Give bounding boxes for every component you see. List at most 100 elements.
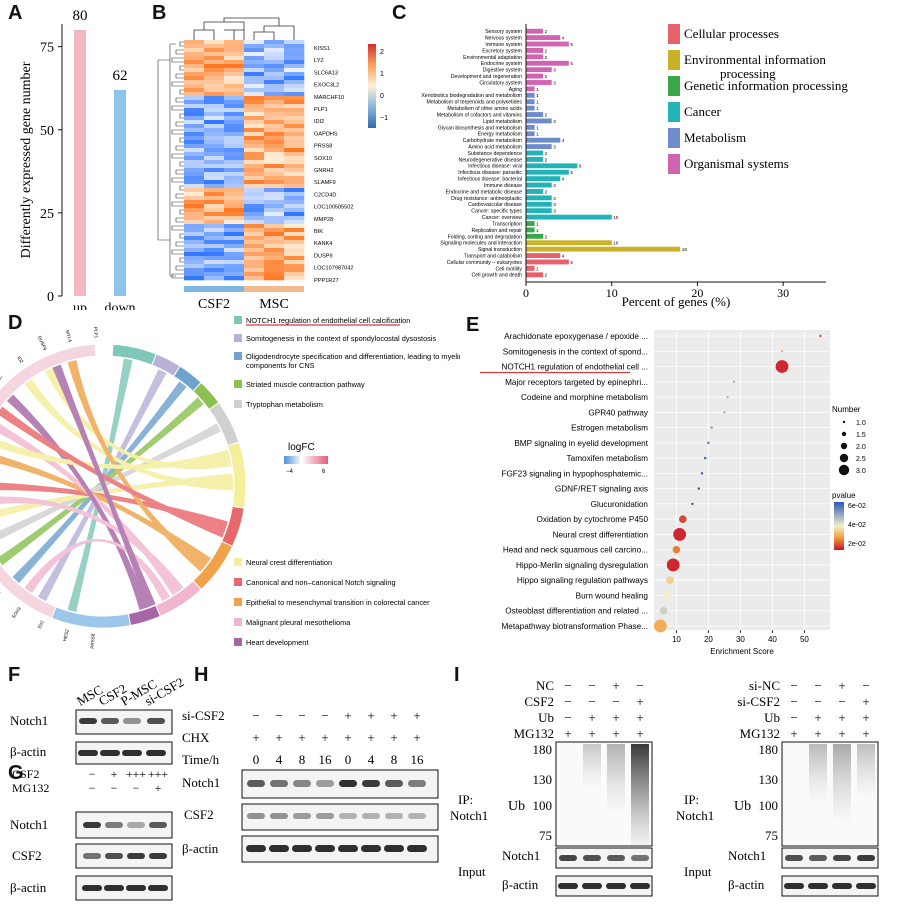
panel-h-condition-value: + [321, 730, 328, 745]
panel-d-legend-label: Oligodendrocyte specification and differ… [246, 352, 460, 370]
panel-b-heatmap-cell [264, 44, 285, 49]
panel-c-xtick-label: 0 [523, 286, 529, 300]
panel-d-legend-swatch [234, 618, 242, 626]
panel-b-heatmap-cell [224, 132, 245, 137]
panel-b-heatmap-cell [204, 108, 225, 113]
panel-d-gene-label: HES2 [62, 628, 70, 641]
panel-h-csf2-band [316, 813, 334, 819]
panel-i-right-condition-value: + [862, 726, 869, 741]
panel-b-heatmap-cell [244, 268, 265, 273]
panel-b-heatmap-cell [264, 200, 285, 205]
panel-c-bar-value: 1 [536, 228, 539, 233]
panel-b-heatmap-cell [264, 268, 285, 273]
panel-b-heatmap-cell [184, 64, 205, 69]
panel-i-right-ub-smear [809, 744, 827, 802]
panel-b-heatmap-cell [224, 96, 245, 101]
panel-b-heatmap-cell [204, 104, 225, 109]
panel-b-group-msc: MSC [259, 297, 289, 312]
panel-e-number-legend-dot [838, 464, 850, 476]
panel-b-heatmap-cell [244, 144, 265, 149]
panel-b-heatmap-cell [204, 160, 225, 165]
panel-b-heatmap-cell [204, 76, 225, 81]
panel-d-legend-label: Somitogenesis in the context of spondylo… [246, 334, 437, 343]
panel-b-heatmap-cell [264, 116, 285, 121]
panel-d-chord-ribbon [67, 360, 207, 572]
panel-d-chord-ribbon [0, 473, 233, 517]
panel-b-heatmap-cell [204, 64, 225, 69]
panel-c-category-label: Infectious disease: parasitic [458, 170, 522, 176]
panel-b-heatmap-cell [204, 140, 225, 145]
panel-h-actin-band [292, 845, 312, 852]
panel-b-heatmap-cell [244, 204, 265, 209]
panel-i-left-input-actin-band [606, 883, 626, 889]
panel-g-condition-value: + [155, 781, 162, 795]
panel-b-heatmap-cell [244, 272, 265, 277]
panel-b-heatmap-cell [224, 148, 245, 153]
panel-d-chord-ribbon [12, 381, 187, 584]
panel-e-pathway-label: NOTCH1 regulation of endothelial cell ..… [501, 363, 648, 372]
panel-c-bar [526, 124, 535, 130]
panel-b-heatmap-cell [244, 104, 265, 109]
panel-i-right-input-notch1-band [809, 855, 827, 861]
panel-e-dot [732, 380, 736, 383]
panel-b-heatmap-cell [284, 180, 305, 185]
panel-b-scale-tick: 2 [380, 49, 384, 56]
panel-b-heatmap-cell [184, 248, 205, 253]
panel-b-heatmap-cell [204, 88, 225, 93]
panel-e-xtick-label: 50 [800, 635, 809, 644]
panel-b-heatmap: KISS1 LYZ SLC6A13 EXOC3L2 MARCHF10 PLP1 IDI2 GA… [157, 17, 388, 312]
panel-b-heatmap-cell [284, 220, 305, 225]
panel-c-bar-value: 1 [536, 106, 539, 111]
panel-c-bar-value: 2 [545, 189, 548, 194]
panel-b-heatmap-cell [204, 136, 225, 141]
panel-b-heatmap-cell [244, 208, 265, 213]
panel-c-bar [526, 221, 535, 226]
panel-h-actin-band [246, 845, 266, 852]
panel-b-heatmap-cell [184, 276, 205, 281]
panel-e-pvalue-tick-2: 2e-02 [848, 541, 866, 548]
panel-b-heatmap-cell [184, 156, 205, 161]
panel-i-right-input-actin-band [784, 883, 804, 889]
panel-g-csf2-band [105, 853, 123, 859]
panel-b-heatmap-cell [284, 244, 305, 249]
panel-b-heatmap-cell [224, 100, 245, 105]
panel-c-bar [526, 48, 544, 53]
panel-b-heatmap-cell [264, 244, 285, 249]
panel-c-legend-label: Metabolism [684, 130, 746, 145]
panel-e-pathway-label: FGF23 signaling in hypophosphatemic... [501, 469, 648, 478]
panel-d-gene-label: PRSS8 [90, 633, 96, 649]
panel-b-heatmap-cell [204, 236, 225, 241]
panel-c-bar-value: 3 [553, 80, 556, 85]
panel-h-condition-value: + [390, 708, 397, 723]
panel-b-heatmap-cell [264, 76, 285, 81]
panel-d-legend-label: Malignant pleural mesothelioma [246, 618, 351, 627]
panel-a-bar-value: 62 [113, 68, 128, 84]
panel-b-heatmap-cell [244, 196, 265, 201]
panel-b-heatmap-cell [184, 152, 205, 157]
panel-b-dendrogram-top [193, 17, 295, 40]
panel-i-left-condition-label: NC [536, 678, 554, 693]
panel-i-left-input-notch1-band [583, 855, 601, 861]
panel-e-dot [710, 426, 713, 429]
panel-c-bar [526, 214, 612, 220]
panel-b-heatmap-cell [204, 52, 225, 57]
panel-b-heatmap-cell [204, 252, 225, 257]
panel-h-csf2-band [247, 813, 265, 819]
panel-b-heatmap-cell [184, 236, 205, 241]
panel-i-right-ub-label: Ub [734, 799, 751, 814]
panel-h-notch1-band [362, 780, 380, 787]
panel-d-logfc-title: logFC [288, 442, 315, 453]
panel-i-right-condition-value: − [790, 678, 797, 693]
panel-e-xlabel: Enrichment Score [710, 647, 774, 656]
panel-b-heatmap-cell [184, 52, 205, 57]
panel-b-heatmap-cell [184, 188, 205, 193]
panel-b-gene-label: SLAMF9 [314, 180, 336, 186]
panel-b-heatmap-cell [264, 68, 285, 73]
panel-b-heatmap-cell [264, 92, 285, 97]
panel-b-gene-label: IDI2 [314, 119, 324, 125]
panel-b-heatmap-cell [264, 184, 285, 189]
panel-h-csf2-band [339, 813, 357, 819]
panel-b-heatmap-cell [224, 160, 245, 165]
panel-c-bar-value: 3 [553, 119, 556, 124]
panel-c-category-label: Cancer: overview [482, 215, 522, 221]
